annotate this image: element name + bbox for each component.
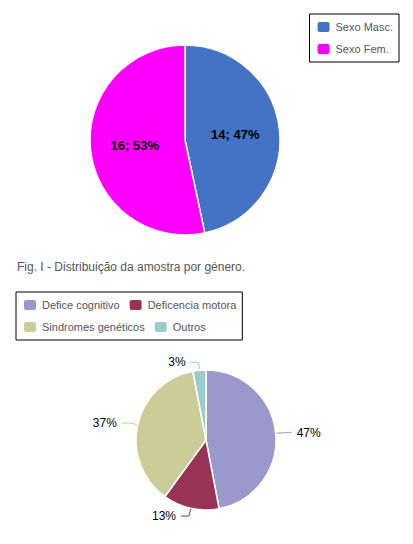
svg-text:16; 53%: 16; 53% <box>111 138 160 153</box>
svg-text:Sexo Masc.: Sexo Masc. <box>336 21 393 33</box>
svg-text:Defice cognitivo: Defice cognitivo <box>42 299 120 311</box>
svg-text:3%: 3% <box>168 355 186 369</box>
svg-text:14; 47%: 14; 47% <box>211 127 260 142</box>
svg-text:Outros: Outros <box>173 321 207 333</box>
svg-text:13%: 13% <box>152 509 176 523</box>
svg-text:Sexo Fem.: Sexo Fem. <box>336 43 389 55</box>
svg-text:37%: 37% <box>93 416 117 430</box>
svg-text:Deficencia motora: Deficencia motora <box>148 299 238 311</box>
svg-text:Fig. I - Distribuição da amost: Fig. I - Distribuição da amostra por gén… <box>17 260 245 274</box>
svg-text:47%: 47% <box>297 426 321 440</box>
svg-text:Sindromes genéticos: Sindromes genéticos <box>42 321 145 333</box>
